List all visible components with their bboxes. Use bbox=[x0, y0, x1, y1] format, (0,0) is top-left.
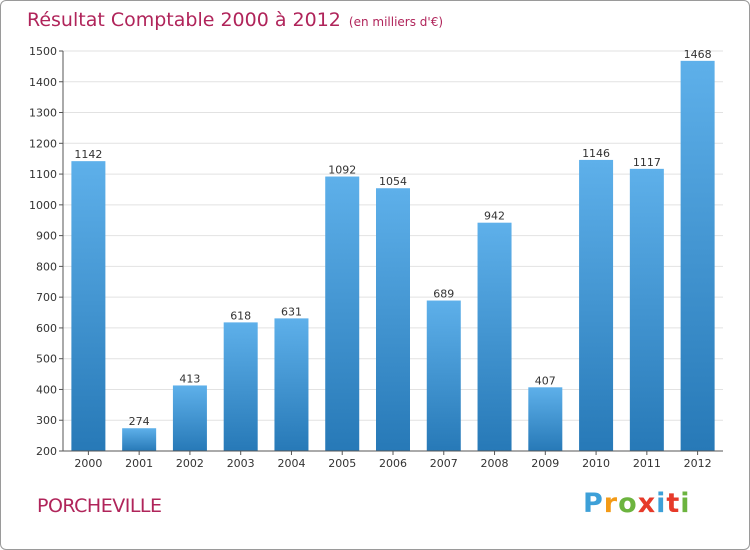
bar bbox=[172, 385, 207, 451]
y-tick-label: 500 bbox=[36, 353, 57, 366]
bar-value-label: 1468 bbox=[684, 48, 712, 61]
bar bbox=[325, 176, 360, 452]
bar bbox=[71, 161, 106, 451]
bar bbox=[274, 318, 309, 451]
bar-value-label: 413 bbox=[179, 372, 200, 385]
commune-name: PORCHEVILLE bbox=[37, 495, 162, 517]
bar bbox=[629, 168, 664, 451]
x-tick-label: 2009 bbox=[531, 457, 559, 470]
x-tick-label: 2012 bbox=[684, 457, 712, 470]
logo-letter: r bbox=[603, 488, 619, 519]
bar-value-label: 274 bbox=[129, 415, 150, 428]
y-tick-label: 800 bbox=[36, 260, 57, 273]
logo-letter: o bbox=[618, 488, 638, 519]
bar-value-label: 618 bbox=[230, 309, 251, 322]
x-tick-label: 2000 bbox=[74, 457, 102, 470]
bar-value-label: 689 bbox=[433, 288, 454, 301]
chart-title: Résultat Comptable 2000 à 2012 (en millie… bbox=[27, 9, 443, 31]
bar-value-label: 1092 bbox=[328, 164, 356, 177]
x-tick-label: 2001 bbox=[125, 457, 153, 470]
x-tick-label: 2008 bbox=[481, 457, 509, 470]
bar bbox=[223, 322, 258, 451]
y-tick-label: 400 bbox=[36, 383, 57, 396]
x-tick-label: 2007 bbox=[430, 457, 458, 470]
y-tick-label: 1500 bbox=[29, 45, 57, 58]
bar-value-label: 1054 bbox=[379, 175, 407, 188]
bar-value-label: 1146 bbox=[582, 147, 610, 160]
logo-letter: t bbox=[666, 488, 681, 519]
logo-letter: P bbox=[583, 488, 604, 519]
bar bbox=[122, 428, 157, 451]
x-tick-label: 2011 bbox=[633, 457, 661, 470]
y-tick-label: 1400 bbox=[29, 76, 57, 89]
y-tick-label: 1100 bbox=[29, 168, 57, 181]
proxiti-logo: Proxiti bbox=[583, 488, 691, 519]
bar-value-label: 1142 bbox=[74, 148, 102, 161]
bar bbox=[477, 222, 512, 451]
x-tick-label: 2006 bbox=[379, 457, 407, 470]
y-tick-label: 1000 bbox=[29, 199, 57, 212]
bar bbox=[579, 159, 614, 451]
bar-value-label: 407 bbox=[535, 374, 556, 387]
y-tick-label: 600 bbox=[36, 322, 57, 335]
unit-label: (en milliers d'€) bbox=[348, 15, 444, 29]
x-tick-label: 2005 bbox=[328, 457, 356, 470]
bar-value-label: 942 bbox=[484, 210, 505, 223]
bar-value-label: 1117 bbox=[633, 156, 661, 169]
y-tick-label: 200 bbox=[36, 445, 57, 458]
x-tick-label: 2003 bbox=[227, 457, 255, 470]
x-tick-label: 2004 bbox=[277, 457, 305, 470]
x-tick-label: 2010 bbox=[582, 457, 610, 470]
y-tick-label: 900 bbox=[36, 230, 57, 243]
logo-letter: x bbox=[637, 488, 657, 519]
bar-value-label: 631 bbox=[281, 305, 302, 318]
y-tick-label: 1200 bbox=[29, 137, 57, 150]
logo-letter: i bbox=[656, 488, 667, 519]
bar bbox=[528, 387, 563, 451]
bar bbox=[376, 188, 410, 451]
bar bbox=[680, 60, 715, 451]
y-tick-label: 300 bbox=[36, 414, 57, 427]
bar bbox=[426, 300, 461, 451]
title-text: Résultat Comptable 2000 à 2012 bbox=[27, 9, 341, 31]
logo-letter: i bbox=[680, 488, 691, 519]
x-tick-label: 2002 bbox=[176, 457, 204, 470]
y-tick-label: 1300 bbox=[29, 107, 57, 120]
y-tick-label: 700 bbox=[36, 291, 57, 304]
